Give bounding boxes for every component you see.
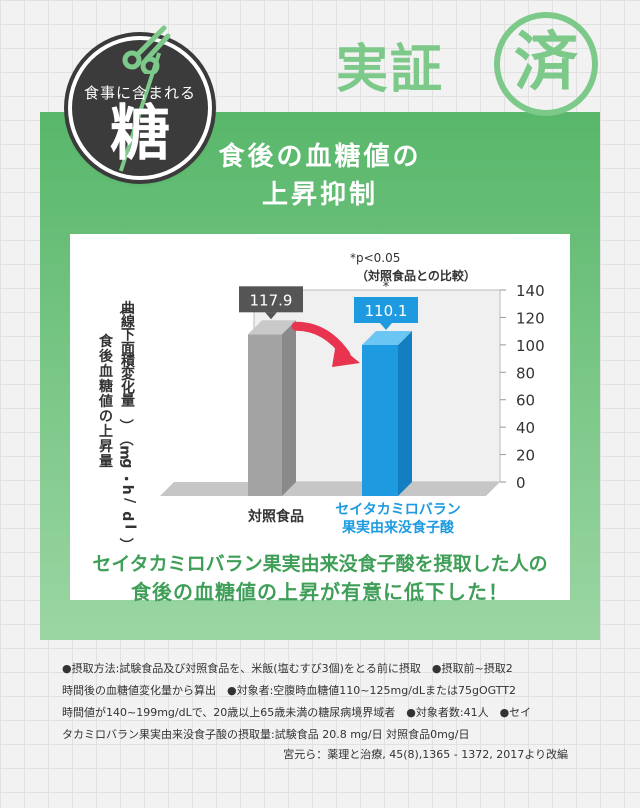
result-line-1: セイタカミロバラン果実由来没食子酸を摂取した人の (92, 553, 548, 575)
significance-note-1: *p<0.05 (350, 251, 400, 265)
y-tick-label-3: 60 (516, 392, 535, 410)
bar-0-top (248, 320, 296, 335)
y-axis-unit: （曲線下面積変化量）（ m g ・ h / d l） (117, 300, 138, 552)
category-label-1-line-1: セイタカミロバラン (335, 502, 460, 518)
category-label-1-line-2: 果実由来没食子酸 (341, 519, 455, 536)
scissors-icon (122, 25, 171, 74)
value-box-1 (354, 297, 418, 324)
title-line-2: 上昇抑制 (261, 180, 378, 210)
stamp-circle: 済 (494, 12, 598, 116)
value-label-1: 110.1 (365, 302, 408, 320)
value-box-0 (239, 286, 303, 313)
badge-big-text: 糖 (110, 99, 170, 169)
y-axis-label: 食後血糖値の上昇量 (98, 333, 114, 470)
title-line-1: 食後の血糖値の (218, 142, 422, 172)
page-title: 食後の血糖値の 上昇抑制 (40, 138, 600, 214)
value-label-0: 117.9 (250, 291, 293, 309)
note-line-2: 時間後の血糖値変化量から算出 ●対象者:空腹時血糖値110~125mg/dLまた… (62, 684, 517, 697)
value-pointer-0 (265, 312, 277, 320)
y-tick-label-5: 100 (516, 337, 545, 355)
change-arrow-head (332, 343, 360, 368)
value-pointer-1 (380, 323, 392, 331)
bar-1-side (398, 331, 412, 496)
note-line-4: タカミロバラン果実由来没食子酸の摂取量:試験食品 20.8 mg/日 対照食品0… (62, 728, 470, 741)
category-label-0: 対照食品 (247, 508, 304, 525)
chart-floor (160, 482, 500, 496)
y-tick-label-6: 120 (516, 309, 545, 327)
sugar-badge: 食事に含まれる 糖 (72, 40, 208, 176)
y-tick-label-1: 20 (516, 447, 535, 465)
bar-chart: 0 20 40 60 80 100 120 140 117.9 110.1 * *p<0.05 （対照食… (98, 251, 545, 552)
note-line-1: ●摂取方法:試験食品及び対照食品を、米飯(塩むすび3個)をとる前に摂取 ●摂取前… (62, 662, 513, 675)
y-tick-label-2: 40 (516, 419, 535, 437)
study-notes: ●摂取方法:試験食品及び対照食品を、米飯(塩むすび3個)をとる前に摂取 ●摂取前… (62, 658, 582, 746)
result-statement: セイタカミロバラン果実由来没食子酸を摂取した人の 食後の血糖値の上昇が有意に低下… (40, 550, 600, 606)
note-line-3: 時間値が140~199mg/dLで、20歳以上65歳未満の糖尿病境界域者 ●対象… (62, 706, 532, 719)
bar-1-front (362, 345, 398, 496)
stamp-text: 実証 (336, 40, 445, 100)
y-tick-label-0: 0 (516, 474, 526, 492)
bar-0-side (282, 320, 296, 496)
significance-note-2: （対照食品との比較） (356, 268, 476, 283)
result-line-2: 食後の血糖値の上昇が有意に低下した！ (131, 580, 509, 604)
badge-small-text: 食事に含まれる (83, 84, 196, 102)
bar-0-front (248, 334, 282, 496)
y-tick-label-7: 140 (516, 282, 545, 300)
y-tick-label-4: 80 (516, 364, 535, 382)
significance-mark: * (383, 280, 390, 295)
bar-1-top (362, 331, 412, 346)
source-citation: 宮元ら：薬理と治療, 45(8),1365 - 1372, 2017より改編 (283, 748, 568, 761)
